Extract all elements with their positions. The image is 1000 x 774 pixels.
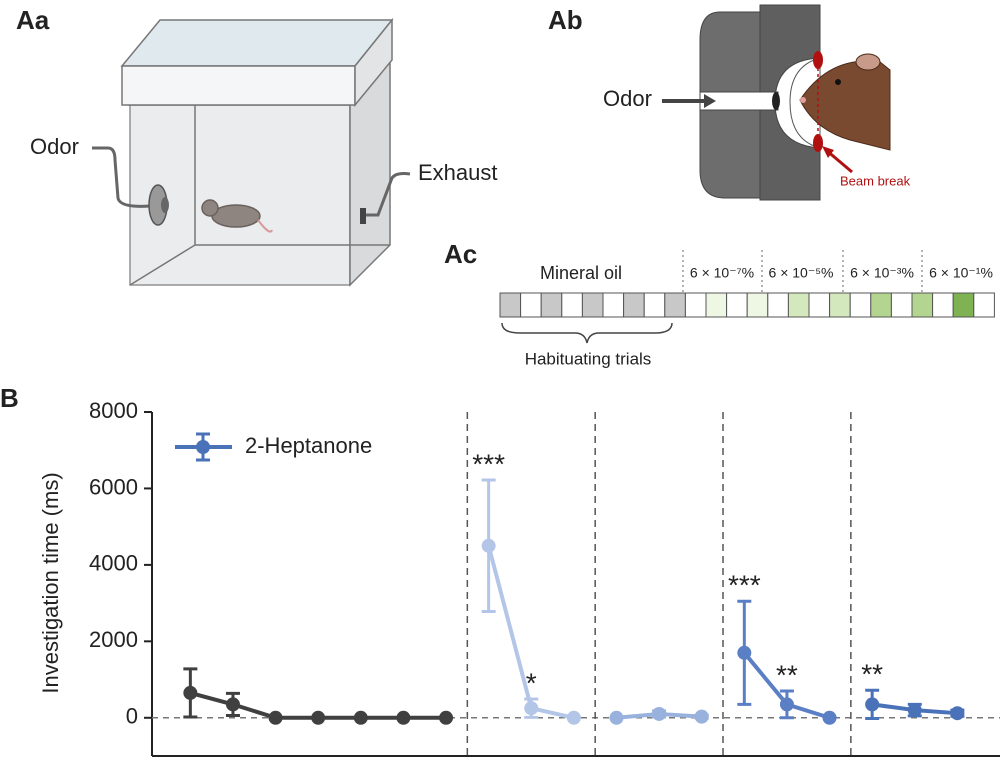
data-point bbox=[183, 685, 198, 700]
brace bbox=[501, 322, 673, 344]
significance: *** bbox=[728, 570, 761, 601]
data-point bbox=[652, 706, 667, 721]
data-point bbox=[311, 710, 326, 725]
data-point bbox=[737, 645, 752, 660]
trial-square bbox=[952, 292, 975, 318]
data-point bbox=[950, 706, 965, 721]
significance: *** bbox=[472, 448, 505, 479]
trial-square bbox=[870, 292, 892, 318]
trial-square bbox=[932, 292, 954, 318]
concentration-label: 6 × 10⁻⁷% bbox=[690, 265, 754, 281]
data-point bbox=[822, 710, 837, 725]
panel-label: Ab bbox=[548, 5, 583, 35]
trial-square bbox=[829, 292, 851, 318]
significance: * bbox=[526, 667, 537, 698]
y-tick-label: 0 bbox=[126, 704, 138, 729]
panel-label: B bbox=[0, 383, 19, 413]
trial-square bbox=[684, 292, 707, 318]
trial-row bbox=[499, 292, 995, 318]
exhaust-label: Exhaust bbox=[418, 160, 498, 185]
y-axis-label: Investigation time (ms) bbox=[38, 472, 63, 693]
data-point bbox=[609, 710, 624, 725]
trial-square bbox=[664, 292, 686, 318]
trial-square bbox=[561, 292, 583, 318]
trial-square bbox=[643, 292, 666, 318]
data-point bbox=[353, 710, 368, 725]
trial-square bbox=[767, 292, 789, 318]
data-point bbox=[524, 701, 539, 716]
concentration-label: 6 × 10⁻⁵% bbox=[769, 265, 834, 281]
legend-errorbar bbox=[196, 432, 210, 462]
beam-break-label: Beam break bbox=[840, 173, 911, 188]
data-point bbox=[779, 697, 794, 712]
significance: ** bbox=[861, 659, 883, 690]
trial-square bbox=[911, 292, 934, 318]
data-point bbox=[481, 538, 496, 553]
data-point bbox=[694, 709, 709, 724]
odor-label: Odor bbox=[30, 134, 79, 159]
data-point bbox=[566, 710, 581, 725]
trial-square bbox=[520, 292, 542, 318]
trial-square bbox=[499, 292, 522, 318]
trial-square bbox=[602, 292, 625, 318]
trial-square bbox=[973, 292, 995, 318]
data-point bbox=[439, 710, 454, 725]
data-point bbox=[865, 697, 880, 712]
panel-label: Ac bbox=[444, 239, 477, 269]
trial-square bbox=[726, 292, 748, 318]
nose-poke-illustration bbox=[662, 4, 891, 201]
trial-square bbox=[705, 292, 728, 318]
trial-square bbox=[890, 292, 913, 318]
data-point bbox=[396, 710, 411, 725]
trial-square bbox=[808, 292, 831, 318]
trial-square bbox=[581, 292, 604, 318]
trial-square bbox=[623, 292, 645, 318]
trial-square bbox=[849, 292, 872, 318]
data-point bbox=[907, 703, 922, 718]
y-tick-label: 2000 bbox=[89, 627, 138, 652]
significance: ** bbox=[776, 659, 798, 690]
panel-label: Aa bbox=[16, 5, 50, 35]
data-point bbox=[225, 697, 240, 712]
concentration-label: 6 × 10⁻³% bbox=[850, 265, 914, 281]
y-tick-label: 4000 bbox=[89, 551, 138, 576]
concentration-label: 6 × 10⁻¹% bbox=[929, 265, 993, 281]
habituating-label: Habituating trials bbox=[525, 349, 652, 368]
trial-square bbox=[746, 292, 769, 318]
trial-square bbox=[540, 292, 563, 318]
y-tick-label: 8000 bbox=[89, 398, 138, 423]
mineral-oil-label: Mineral oil bbox=[540, 263, 622, 283]
odor-label: Odor bbox=[603, 86, 652, 111]
chamber-illustration bbox=[92, 17, 411, 287]
y-tick-label: 6000 bbox=[89, 474, 138, 499]
data-point bbox=[268, 710, 283, 725]
trial-square bbox=[787, 292, 810, 318]
legend-label: 2-Heptanone bbox=[245, 433, 372, 458]
